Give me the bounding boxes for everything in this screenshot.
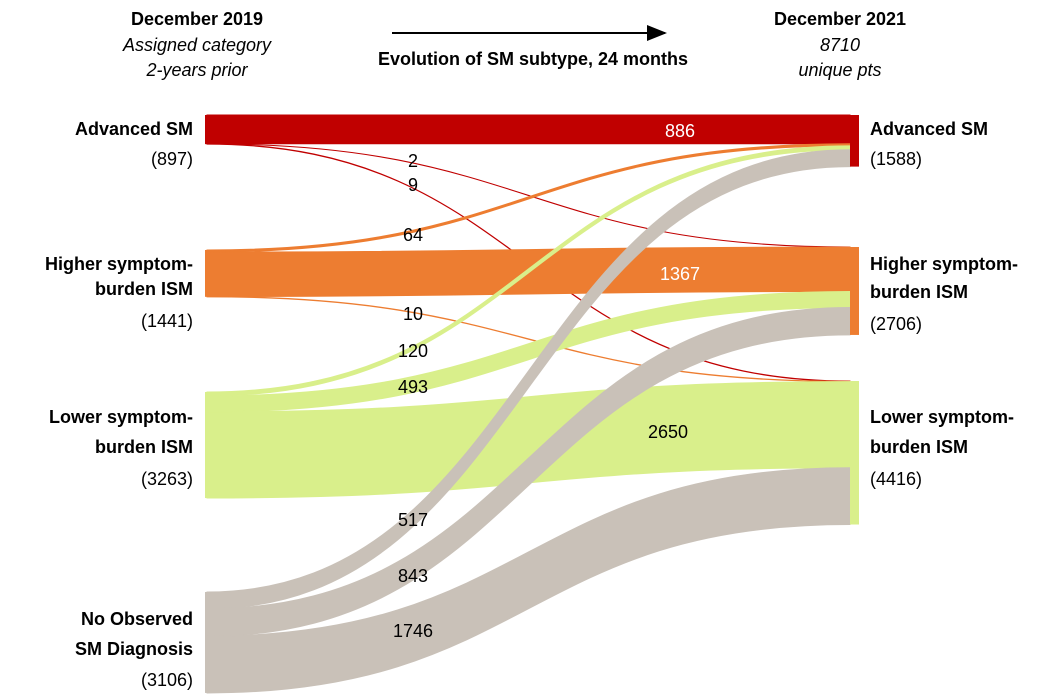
flow-label: 10 <box>403 304 423 324</box>
right-node-label: Higher symptom- <box>870 254 1018 274</box>
flow-label: 1367 <box>660 264 700 284</box>
right-node-value: (2706) <box>870 314 922 334</box>
right-node <box>850 381 859 525</box>
flow-label: 493 <box>398 377 428 397</box>
left-header-title: December 2019 <box>131 9 263 29</box>
left-node-label: Lower symptom- <box>49 407 193 427</box>
right-node-label: Advanced SM <box>870 119 988 139</box>
flow-label: 843 <box>398 566 428 586</box>
flow <box>206 143 851 248</box>
right-node-label: Lower symptom- <box>870 407 1014 427</box>
left-node <box>205 392 207 499</box>
flow-label: 886 <box>665 121 695 141</box>
left-node <box>205 592 207 693</box>
right-node-value: (1588) <box>870 149 922 169</box>
left-node <box>205 250 207 297</box>
flow-label: 2650 <box>648 422 688 442</box>
flow-label: 1746 <box>393 621 433 641</box>
left-node-label: Advanced SM <box>75 119 193 139</box>
flow <box>206 143 851 253</box>
right-node-value: (4416) <box>870 469 922 489</box>
left-node-label: burden ISM <box>95 279 193 299</box>
right-node <box>850 115 859 167</box>
left-node-value: (897) <box>151 149 193 169</box>
left-node-label: No Observed <box>81 609 193 629</box>
right-header-line: unique pts <box>798 60 881 80</box>
left-header-line: Assigned category <box>122 35 272 55</box>
flow-label: 517 <box>398 510 428 530</box>
left-node-label: Higher symptom- <box>45 254 193 274</box>
flow <box>206 149 851 610</box>
right-node-label: burden ISM <box>870 437 968 457</box>
flow-label: 9 <box>408 175 418 195</box>
right-node-label: burden ISM <box>870 282 968 302</box>
right-node <box>850 247 859 335</box>
flow-label: 120 <box>398 341 428 361</box>
left-node-value: (3106) <box>141 670 193 690</box>
right-header-title: December 2021 <box>774 9 906 29</box>
flow-label: 64 <box>403 225 423 245</box>
left-node-label: burden ISM <box>95 437 193 457</box>
left-node-value: (1441) <box>141 311 193 331</box>
left-node-label: SM Diagnosis <box>75 639 193 659</box>
chart-title: Evolution of SM subtype, 24 months <box>378 49 688 69</box>
left-header-line: 2-years prior <box>145 60 248 80</box>
left-node-value: (3263) <box>141 469 193 489</box>
flow <box>206 114 851 145</box>
flow-label: 2 <box>408 151 418 171</box>
left-node <box>205 115 207 145</box>
right-header-line: 8710 <box>820 35 860 55</box>
